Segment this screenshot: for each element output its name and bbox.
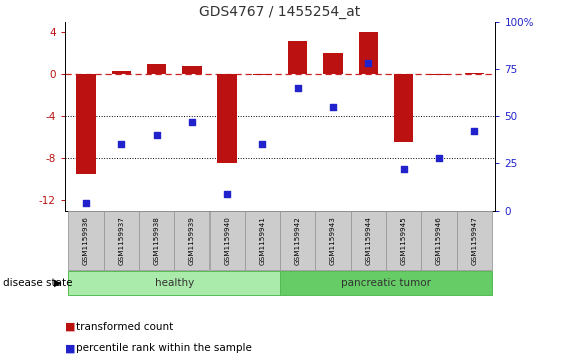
- Text: GSM1159946: GSM1159946: [436, 216, 442, 265]
- Text: GSM1159943: GSM1159943: [330, 216, 336, 265]
- Text: GSM1159936: GSM1159936: [83, 216, 89, 265]
- FancyBboxPatch shape: [351, 211, 386, 270]
- Text: GSM1159945: GSM1159945: [401, 216, 406, 265]
- Bar: [429, 74, 449, 75]
- Point: [222, 191, 231, 196]
- Point: [152, 132, 161, 138]
- Bar: [464, 73, 484, 74]
- Point: [82, 200, 91, 206]
- FancyBboxPatch shape: [104, 211, 139, 270]
- FancyBboxPatch shape: [68, 211, 104, 270]
- Bar: [111, 71, 131, 74]
- Bar: [217, 74, 237, 163]
- Bar: [76, 74, 96, 174]
- Bar: [253, 74, 272, 75]
- FancyBboxPatch shape: [280, 271, 492, 295]
- Point: [329, 104, 338, 110]
- FancyBboxPatch shape: [68, 271, 280, 295]
- Text: transformed count: transformed count: [76, 322, 173, 332]
- Point: [293, 85, 302, 91]
- Text: GSM1159937: GSM1159937: [118, 216, 124, 265]
- Text: GSM1159940: GSM1159940: [224, 216, 230, 265]
- FancyBboxPatch shape: [174, 211, 209, 270]
- Bar: [182, 66, 202, 74]
- FancyBboxPatch shape: [457, 211, 492, 270]
- Text: percentile rank within the sample: percentile rank within the sample: [76, 343, 252, 354]
- Bar: [323, 53, 343, 74]
- Text: ■: ■: [65, 322, 75, 332]
- Point: [117, 142, 126, 147]
- Text: GSM1159939: GSM1159939: [189, 216, 195, 265]
- Point: [399, 166, 408, 172]
- Bar: [359, 32, 378, 74]
- Text: GSM1159944: GSM1159944: [365, 216, 372, 265]
- FancyBboxPatch shape: [139, 211, 174, 270]
- FancyBboxPatch shape: [245, 211, 280, 270]
- Text: GSM1159941: GSM1159941: [260, 216, 265, 265]
- Point: [470, 129, 479, 134]
- Point: [187, 119, 196, 125]
- FancyBboxPatch shape: [315, 211, 351, 270]
- Point: [435, 155, 444, 160]
- Point: [258, 142, 267, 147]
- Text: GSM1159947: GSM1159947: [471, 216, 477, 265]
- FancyBboxPatch shape: [386, 211, 421, 270]
- Text: ■: ■: [65, 343, 75, 354]
- Bar: [394, 74, 413, 142]
- Bar: [147, 64, 166, 74]
- FancyBboxPatch shape: [280, 211, 315, 270]
- Text: disease state: disease state: [3, 278, 72, 288]
- Bar: [288, 41, 307, 74]
- Text: pancreatic tumor: pancreatic tumor: [341, 278, 431, 288]
- Text: GSM1159942: GSM1159942: [295, 216, 301, 265]
- FancyBboxPatch shape: [209, 211, 245, 270]
- Text: GSM1159938: GSM1159938: [154, 216, 159, 265]
- Text: ▶: ▶: [54, 278, 62, 288]
- FancyBboxPatch shape: [421, 211, 457, 270]
- Title: GDS4767 / 1455254_at: GDS4767 / 1455254_at: [199, 5, 361, 19]
- Point: [364, 60, 373, 66]
- Text: healthy: healthy: [155, 278, 194, 288]
